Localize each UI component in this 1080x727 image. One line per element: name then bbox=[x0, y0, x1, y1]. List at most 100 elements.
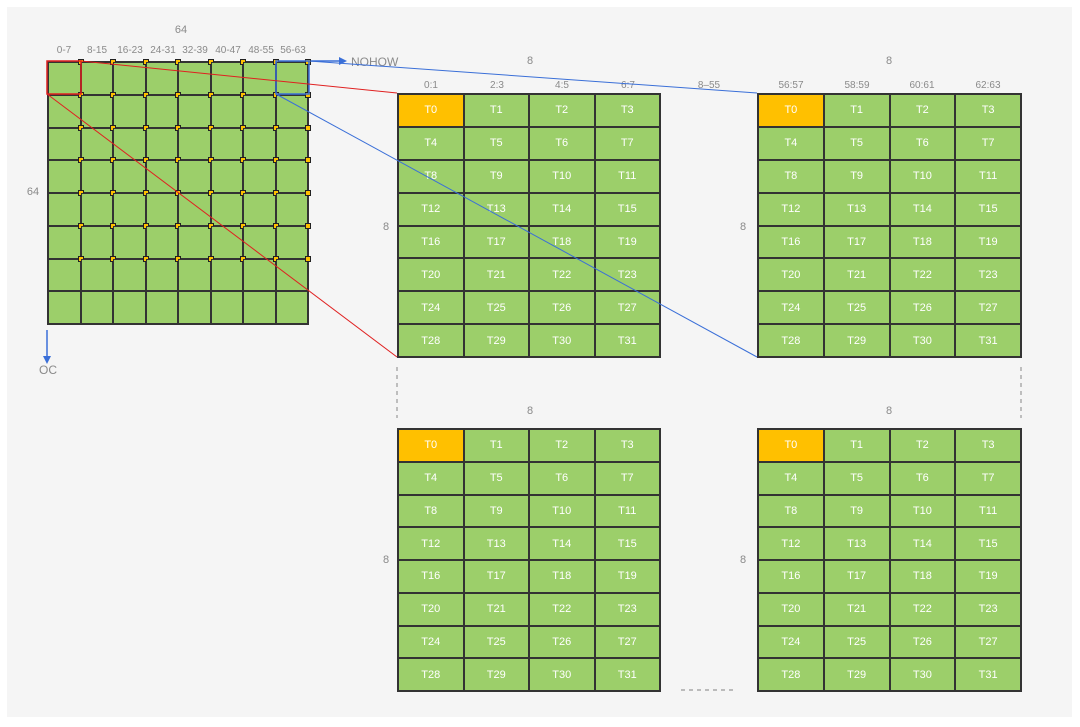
overview-tile bbox=[145, 91, 181, 128]
thread-cell: T9 bbox=[463, 494, 529, 528]
thread-cell: T0 bbox=[758, 429, 824, 462]
overview-tile bbox=[178, 222, 214, 259]
thread-cell: T14 bbox=[889, 192, 956, 226]
block-width-label: 8 bbox=[526, 55, 534, 67]
thread-cell: T7 bbox=[594, 126, 660, 160]
overview-tile bbox=[145, 124, 181, 161]
thread-cell: T11 bbox=[955, 494, 1021, 528]
thread-cell: T29 bbox=[463, 324, 529, 357]
overview-tile bbox=[80, 255, 116, 292]
thread-cell: T3 bbox=[594, 94, 660, 127]
thread-cell: T10 bbox=[529, 494, 595, 528]
overview-tile bbox=[48, 291, 81, 324]
overview-tile bbox=[145, 222, 181, 259]
thread-cell: T16 bbox=[758, 225, 824, 259]
tile-marker bbox=[305, 255, 311, 262]
overview-tile bbox=[48, 222, 84, 259]
overview-tile bbox=[145, 157, 181, 193]
overview-tile bbox=[80, 59, 116, 95]
thread-cell: T27 bbox=[955, 625, 1021, 659]
block-col-label: 56:57 bbox=[778, 80, 804, 91]
thread-cell: T19 bbox=[955, 225, 1021, 259]
block-width-label: 8 bbox=[885, 55, 893, 67]
thread-cell: T21 bbox=[463, 592, 529, 626]
thread-cell: T3 bbox=[955, 429, 1021, 462]
overview-tile bbox=[178, 124, 214, 161]
block-col-label: 60:61 bbox=[909, 80, 935, 91]
thread-cell: T21 bbox=[823, 592, 890, 626]
thread-cell: T8 bbox=[758, 494, 824, 528]
overview-tile bbox=[145, 190, 181, 226]
thread-cell: T9 bbox=[463, 159, 529, 193]
overview-tile bbox=[80, 157, 116, 193]
overview-tile bbox=[80, 91, 116, 128]
thread-cell: T31 bbox=[955, 658, 1021, 691]
thread-cell: T31 bbox=[594, 324, 660, 357]
overview-tile bbox=[210, 91, 246, 128]
overview-tile bbox=[243, 291, 276, 324]
overview-tile bbox=[145, 59, 181, 95]
thread-cell: T5 bbox=[823, 126, 890, 160]
overview-tile bbox=[113, 124, 149, 161]
tile-marker bbox=[305, 91, 311, 98]
thread-cell: T14 bbox=[889, 527, 956, 560]
tile-marker bbox=[305, 157, 311, 164]
overview-tile bbox=[275, 222, 311, 259]
thread-cell: T13 bbox=[823, 527, 890, 560]
thread-cell: T5 bbox=[463, 126, 529, 160]
overview-tile bbox=[210, 59, 246, 95]
thread-cell: T2 bbox=[529, 429, 595, 462]
thread-cell: T16 bbox=[398, 225, 464, 259]
block-width-label: 8 bbox=[526, 405, 534, 417]
thread-cell: T11 bbox=[594, 159, 660, 193]
tile-marker bbox=[305, 124, 311, 131]
overview-tile bbox=[210, 190, 246, 226]
overview-tile bbox=[80, 222, 116, 259]
thread-cell: T12 bbox=[398, 527, 464, 560]
thread-cell: T25 bbox=[463, 291, 529, 325]
thread-cell: T10 bbox=[529, 159, 595, 193]
thread-cell: T3 bbox=[955, 94, 1021, 127]
overview-tile bbox=[275, 124, 311, 161]
thread-cell: T26 bbox=[889, 291, 956, 325]
overview-col-range: 48-55 bbox=[248, 45, 274, 56]
tile-marker bbox=[305, 59, 311, 65]
overview-tile bbox=[243, 222, 279, 259]
overview-col-range: 32-39 bbox=[182, 45, 208, 56]
thread-cell: T9 bbox=[823, 494, 890, 528]
overview-tile bbox=[178, 190, 214, 226]
thread-cell: T29 bbox=[823, 658, 890, 691]
overview-tile bbox=[178, 255, 214, 292]
thread-cell: T19 bbox=[594, 560, 660, 593]
overview-tile bbox=[210, 255, 246, 292]
thread-cell: T0 bbox=[398, 429, 464, 462]
thread-cell: T22 bbox=[529, 592, 595, 626]
thread-cell: T28 bbox=[758, 658, 824, 691]
thread-cell: T22 bbox=[889, 258, 956, 292]
overview-tile bbox=[275, 291, 308, 324]
thread-cell: T3 bbox=[594, 429, 660, 462]
block-col-label: 62:63 bbox=[975, 80, 1001, 91]
thread-cell: T23 bbox=[594, 592, 660, 626]
overview-tile bbox=[48, 124, 84, 161]
overview-tile bbox=[243, 157, 279, 193]
overview-col-range: 24-31 bbox=[150, 45, 176, 56]
thread-cell: T18 bbox=[889, 560, 956, 593]
thread-cell: T15 bbox=[955, 527, 1021, 560]
thread-cell: T6 bbox=[889, 126, 956, 160]
thread-cell: T22 bbox=[889, 592, 956, 626]
thread-cell: T16 bbox=[398, 560, 464, 593]
thread-cell: T8 bbox=[398, 159, 464, 193]
thread-cell: T7 bbox=[955, 461, 1021, 495]
block-height-label: 8 bbox=[739, 221, 747, 233]
overview-col-range: 8-15 bbox=[86, 45, 108, 56]
overview-tile bbox=[178, 157, 214, 193]
block-col-label: 2:3 bbox=[490, 80, 504, 91]
block-height-label: 8 bbox=[382, 221, 390, 233]
thread-cell: T13 bbox=[823, 192, 890, 226]
overview-tile bbox=[243, 190, 279, 226]
overview-tile bbox=[275, 190, 311, 226]
thread-cell: T20 bbox=[398, 258, 464, 292]
block-col-label: 0:1 bbox=[424, 80, 438, 91]
thread-cell: T1 bbox=[463, 94, 529, 127]
